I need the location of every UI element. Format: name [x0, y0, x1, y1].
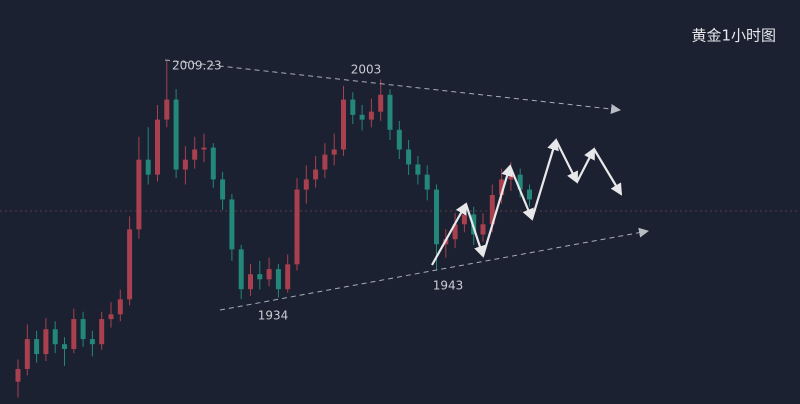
candle-body — [108, 314, 114, 320]
candle-body — [294, 189, 300, 265]
candle-body — [62, 344, 67, 349]
candle-body — [313, 169, 319, 180]
candle-body — [434, 189, 439, 245]
candle-body — [220, 179, 226, 200]
candle-body — [15, 369, 21, 382]
candle-body — [275, 269, 281, 290]
candle-body — [182, 159, 188, 170]
candle-body — [406, 149, 412, 165]
candle-body — [238, 249, 244, 290]
candle-body — [164, 99, 170, 120]
candle-body — [396, 129, 402, 150]
lower-trendline — [219, 227, 649, 311]
annotation: 2009.23 — [172, 59, 222, 73]
candle-body — [517, 174, 523, 190]
candle-body — [350, 99, 356, 115]
candle-body — [201, 147, 207, 150]
candle-body — [257, 274, 263, 280]
candle-body — [341, 99, 346, 150]
candle-body — [43, 329, 49, 355]
candle-body — [424, 174, 430, 190]
candle-body — [489, 195, 495, 225]
candle-body — [508, 174, 514, 180]
candle-body — [331, 149, 337, 155]
annotation: 2003 — [351, 63, 382, 77]
candle-body — [145, 159, 151, 175]
candle-body — [248, 274, 253, 290]
candle-body — [24, 339, 30, 370]
projection-path — [431, 138, 623, 266]
candle-body — [117, 299, 123, 315]
chart-title: 黄金1小时图 — [691, 27, 776, 45]
candle-body — [34, 339, 40, 355]
candles — [15, 59, 532, 398]
candle-body — [378, 94, 384, 112]
candle-body — [136, 159, 142, 230]
candle-body — [452, 224, 458, 240]
candle-body — [71, 319, 77, 349]
candle-body — [359, 114, 365, 120]
candle-body — [192, 149, 198, 160]
candle-body — [480, 224, 486, 235]
upper-trendline — [164, 59, 621, 114]
candle-body — [52, 329, 58, 345]
candle-body — [527, 189, 532, 200]
candle-body — [303, 179, 309, 190]
candle-body — [127, 229, 133, 300]
candle-body — [89, 339, 95, 345]
candle-body — [173, 99, 179, 170]
candle-body — [285, 264, 291, 290]
candle-body — [461, 214, 467, 225]
candle-body — [155, 119, 160, 175]
candle-body — [415, 164, 421, 175]
candle-body — [80, 319, 86, 340]
candle-body — [99, 319, 105, 345]
candle-body — [266, 269, 272, 280]
candle-body — [322, 154, 328, 170]
candle-body — [229, 199, 235, 250]
candle-body — [387, 94, 393, 130]
candle-body — [210, 147, 216, 180]
annotation: 1934 — [258, 309, 289, 323]
annotation: 1943 — [433, 279, 464, 293]
candle-body — [368, 111, 374, 120]
candle-body — [499, 179, 505, 196]
